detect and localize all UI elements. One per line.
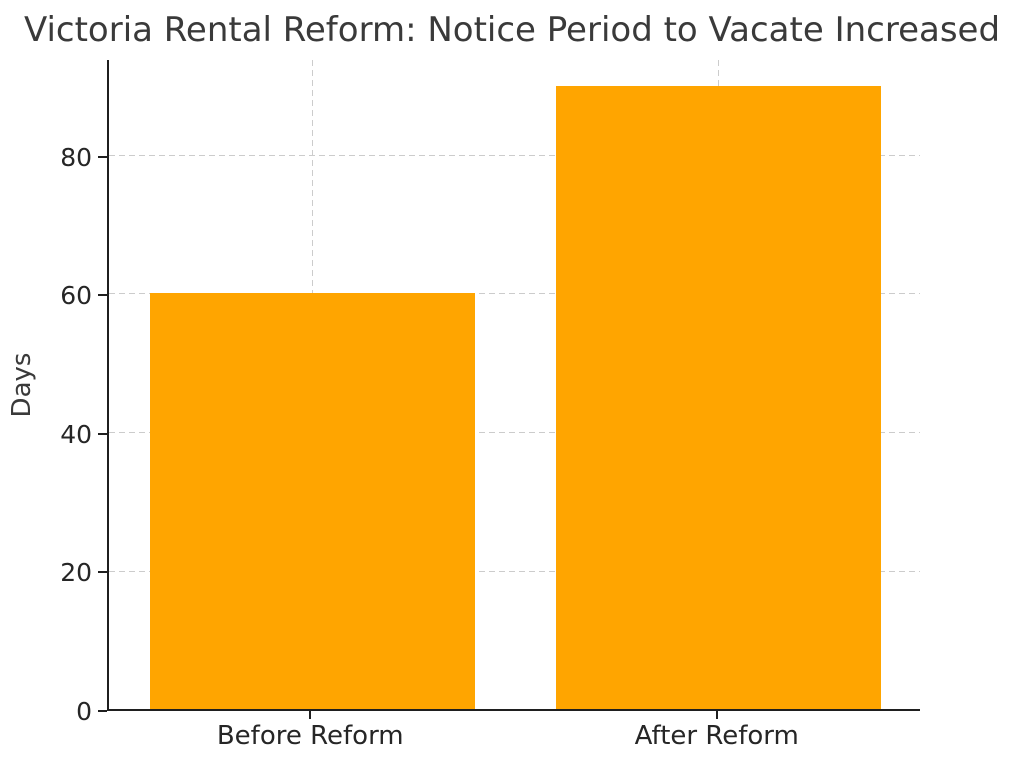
bar (556, 85, 882, 709)
y-tick-label: 80 (60, 142, 92, 172)
x-tick-label: After Reform (634, 721, 799, 751)
y-tick-mark (98, 155, 107, 158)
y-tick-label: 0 (76, 697, 92, 726)
y-tick-label: 60 (60, 281, 92, 311)
gridline-horizontal (109, 293, 920, 295)
gridline-horizontal (109, 570, 920, 572)
bar (149, 293, 475, 709)
gridline-horizontal (109, 431, 920, 433)
y-tick-label: 20 (60, 558, 92, 588)
y-axis-label: Days (7, 352, 37, 418)
chart-title: Victoria Rental Reform: Notice Period to… (23, 10, 1001, 50)
y-tick-mark (98, 710, 107, 712)
y-tick-mark (98, 571, 107, 574)
x-tick-mark (309, 711, 312, 719)
y-tick-mark (98, 294, 107, 297)
plot-area (107, 60, 920, 711)
gridline-horizontal (109, 154, 920, 156)
y-tick-label: 40 (60, 419, 92, 449)
y-tick-mark (98, 432, 107, 435)
x-tick-label: Before Reform (216, 721, 404, 751)
x-tick-mark (715, 711, 718, 719)
